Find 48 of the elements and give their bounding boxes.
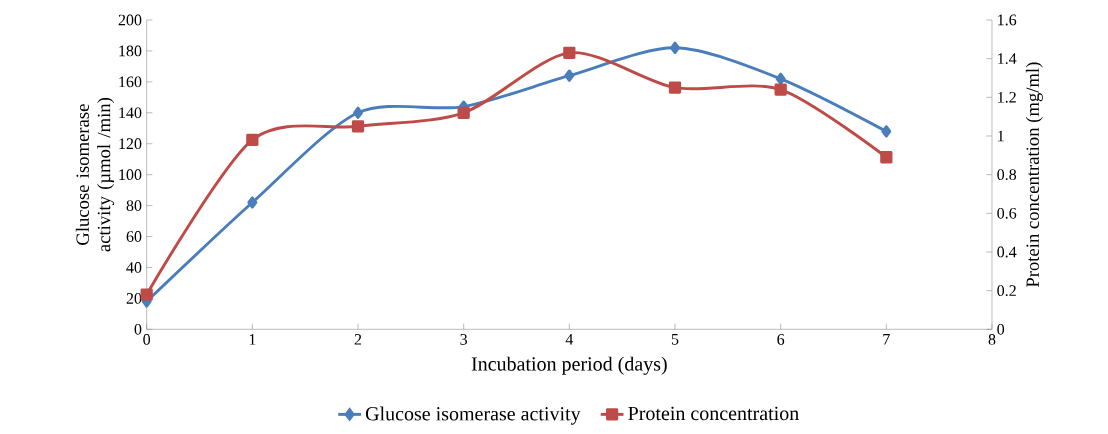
point [246,133,259,146]
y2-tick-label: 0.6 [997,207,1017,219]
y-tick-label: 40 [126,262,142,273]
x-tick-label: 7 [883,334,890,345]
point [247,196,258,209]
x-tick-label: 5 [671,334,679,345]
y-tick-label: 180 [119,45,142,57]
y2-tick-label: 0 [997,323,1005,335]
point [775,72,786,85]
x-tick-label: 3 [460,334,468,345]
y-tick-label: 120 [119,138,142,150]
y-tick-label: 160 [119,76,142,88]
point [353,106,363,119]
point [140,288,153,301]
y-axis-title: Glucose isomerase activity (µmol /min) [75,98,115,252]
y-tick-label: 80 [126,200,142,211]
y-tick-label: 20 [126,292,142,304]
y2-tick-label: 0.4 [997,246,1017,258]
y2-tick-label: 1.4 [998,53,1017,65]
y2-tick-label: 1.2 [998,91,1016,103]
point [564,69,575,82]
y2-tick-label: 0.2 [997,285,1016,297]
point [457,106,470,119]
point [351,120,365,133]
y2-tick-label: 0.8 [997,169,1017,181]
point [670,41,680,54]
point [880,151,893,164]
y-tick-label: 60 [126,231,142,242]
x-tick-label: 0 [143,334,151,345]
y-tick-label: 0 [134,323,142,335]
x-tick-label: 1 [249,334,256,345]
x-tick-label: 6 [777,334,785,345]
y2-tick-label: 1.6 [998,14,1017,26]
point [774,83,787,96]
y2-axis-title: Protein concentration (mg/ml) [1025,62,1043,288]
y-tick-label: 100 [119,169,142,181]
x-axis-title: Incubation period (days) [471,356,667,375]
point [668,81,682,94]
legend-label: Glucose isomerase activity [365,406,581,425]
point [563,46,576,59]
y2-tick-label: 1 [998,130,1004,142]
x-tick-label: 8 [988,334,996,345]
point [881,125,892,138]
x-tick-label: 2 [354,334,362,345]
legend-label: Protein concentration [628,406,799,421]
x-tick-label: 4 [565,334,574,345]
y-tick-label: 200 [118,14,142,26]
y-tick-label: 140 [119,107,142,119]
